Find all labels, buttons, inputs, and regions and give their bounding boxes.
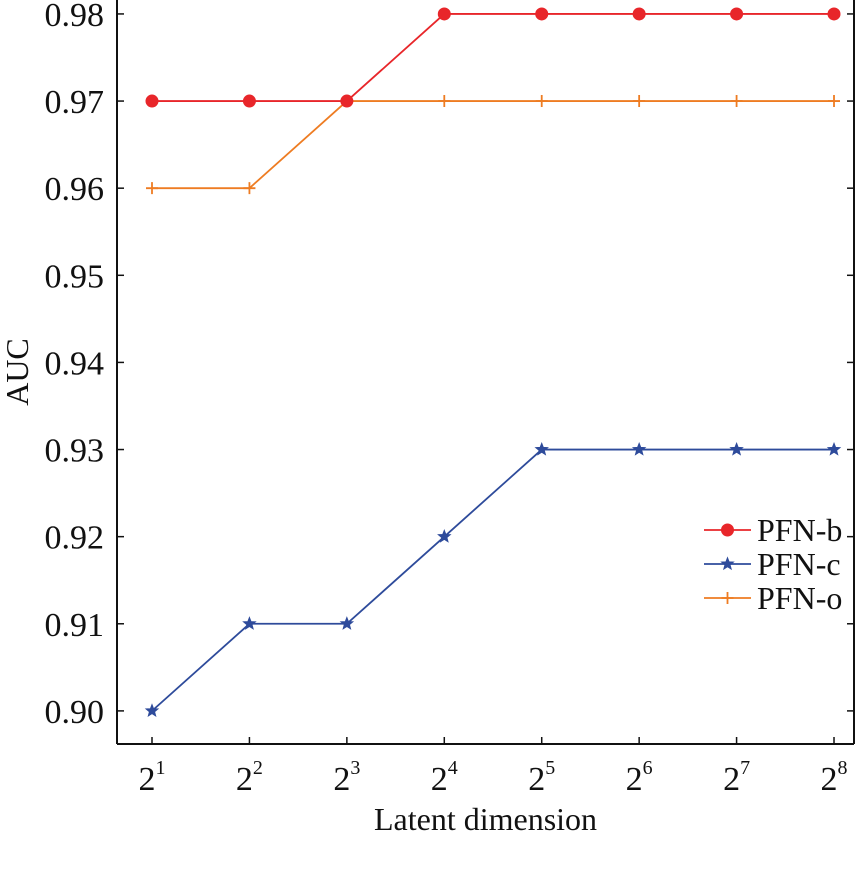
data-point-pfn-b bbox=[437, 7, 451, 21]
legend-label: PFN-o bbox=[757, 580, 842, 616]
x-tick-label: 24 bbox=[431, 757, 458, 798]
x-axis-ticks: 21 22 23 24 25 26 27 28 bbox=[139, 737, 848, 798]
data-point-pfn-c bbox=[339, 616, 355, 630]
data-point-pfn-b bbox=[145, 94, 159, 108]
data-point-pfn-b bbox=[340, 94, 354, 108]
data-point-pfn-c bbox=[242, 616, 257, 630]
y-tick-label: 0.91 bbox=[45, 607, 105, 644]
legend-marker bbox=[721, 592, 734, 604]
y-axis-ticks: 0.90 0.91 0.92 0.93 0.94 0.95 0.96 0.97 0.98 bbox=[45, 0, 854, 731]
y-tick-label: 0.95 bbox=[45, 258, 105, 295]
series-pfn-c bbox=[144, 441, 842, 718]
series-layer bbox=[144, 7, 842, 718]
data-point-pfn-c bbox=[826, 441, 842, 456]
series-pfn-b bbox=[145, 7, 841, 108]
series-pfn-o bbox=[146, 95, 841, 195]
y-axis-title: AUC bbox=[0, 338, 35, 406]
data-point-pfn-o bbox=[146, 182, 158, 195]
x-tick-label: 28 bbox=[821, 757, 848, 798]
data-point-pfn-b bbox=[242, 94, 256, 108]
data-point-pfn-c bbox=[534, 441, 549, 456]
x-tick-label: 27 bbox=[723, 757, 750, 798]
series-line-pfn-c bbox=[151, 448, 835, 712]
legend-item-pfn-b: PFN-b bbox=[704, 512, 842, 548]
y-tick-label: 0.94 bbox=[45, 345, 105, 382]
data-point-pfn-o bbox=[828, 95, 841, 108]
y-tick-label: 0.98 bbox=[45, 0, 105, 34]
series-line-pfn-b bbox=[152, 13, 835, 102]
data-point-pfn-c bbox=[437, 529, 452, 543]
data-point-pfn-c bbox=[144, 703, 160, 718]
data-point-pfn-b bbox=[827, 7, 841, 21]
legend-marker bbox=[720, 556, 735, 571]
data-point-pfn-b bbox=[535, 7, 549, 21]
y-tick-label: 0.96 bbox=[45, 171, 105, 208]
y-tick-label: 0.90 bbox=[45, 694, 105, 731]
x-axis-title: Latent dimension bbox=[374, 801, 597, 837]
y-tick-label: 0.97 bbox=[45, 84, 105, 121]
data-point-pfn-o bbox=[438, 95, 451, 108]
legend-item-pfn-o: PFN-o bbox=[704, 580, 842, 616]
axes-frame bbox=[116, 0, 855, 745]
data-point-pfn-o bbox=[633, 95, 646, 108]
legend-item-pfn-c: PFN-c bbox=[704, 546, 841, 582]
data-point-pfn-o bbox=[243, 182, 256, 195]
legend-marker bbox=[721, 523, 734, 537]
data-point-pfn-o bbox=[535, 95, 548, 108]
x-tick-label: 21 bbox=[139, 757, 166, 798]
data-point-pfn-c bbox=[729, 441, 744, 456]
x-tick-label: 25 bbox=[528, 757, 555, 798]
x-tick-label: 22 bbox=[236, 757, 263, 798]
y-tick-label: 0.92 bbox=[45, 520, 105, 557]
x-tick-label: 26 bbox=[626, 757, 653, 798]
x-tick-label: 23 bbox=[333, 757, 360, 798]
y-tick-label: 0.93 bbox=[45, 433, 105, 470]
legend-label: PFN-b bbox=[757, 512, 842, 548]
series-line-pfn-o bbox=[152, 100, 835, 190]
legend-label: PFN-c bbox=[757, 546, 841, 582]
data-point-pfn-b bbox=[632, 7, 646, 21]
data-point-pfn-c bbox=[631, 441, 647, 456]
data-point-pfn-o bbox=[730, 95, 743, 108]
data-point-pfn-b bbox=[730, 7, 744, 21]
